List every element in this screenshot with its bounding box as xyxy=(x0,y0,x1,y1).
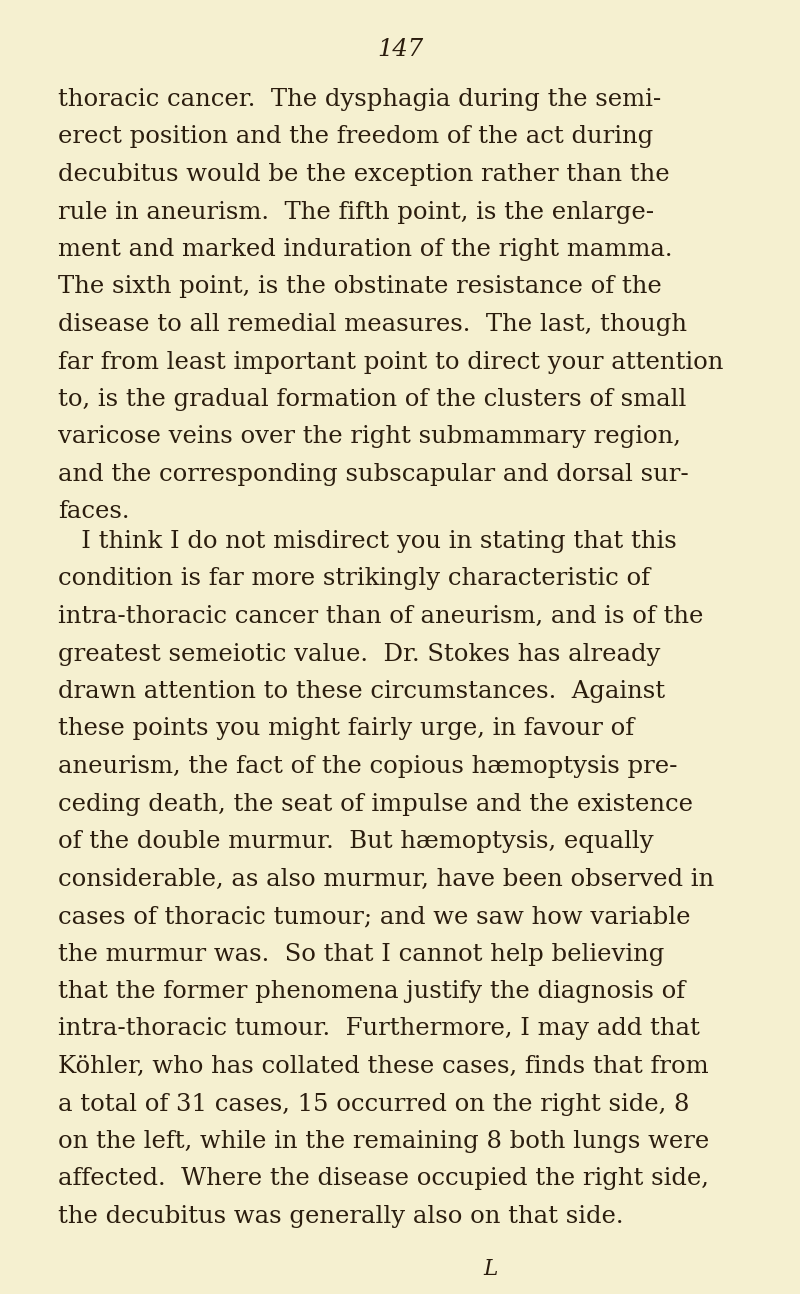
Text: of the double murmur.  But hæmoptysis, equally: of the double murmur. But hæmoptysis, eq… xyxy=(58,829,654,853)
Text: affected.  Where the disease occupied the right side,: affected. Where the disease occupied the… xyxy=(58,1167,709,1190)
Text: intra-thoracic tumour.  Furthermore, I may add that: intra-thoracic tumour. Furthermore, I ma… xyxy=(58,1017,700,1040)
Text: condition is far more strikingly characteristic of: condition is far more strikingly charact… xyxy=(58,568,650,590)
Text: these points you might fairly urge, in favour of: these points you might fairly urge, in f… xyxy=(58,717,634,740)
Text: cases of thoracic tumour; and we saw how variable: cases of thoracic tumour; and we saw how… xyxy=(58,905,690,928)
Text: 147: 147 xyxy=(377,38,423,61)
Text: faces.: faces. xyxy=(58,501,130,524)
Text: that the former phenomena justify the diagnosis of: that the former phenomena justify the di… xyxy=(58,980,685,1003)
Text: varicose veins over the right submammary region,: varicose veins over the right submammary… xyxy=(58,426,681,449)
Text: rule in aneurism.  The fifth point, is the enlarge-: rule in aneurism. The fifth point, is th… xyxy=(58,201,654,224)
Text: drawn attention to these circumstances.  Against: drawn attention to these circumstances. … xyxy=(58,681,665,703)
Text: the decubitus was generally also on that side.: the decubitus was generally also on that… xyxy=(58,1205,623,1228)
Text: disease to all remedial measures.  The last, though: disease to all remedial measures. The la… xyxy=(58,313,687,336)
Text: a total of 31 cases, 15 occurred on the right side, 8: a total of 31 cases, 15 occurred on the … xyxy=(58,1092,690,1115)
Text: greatest semeiotic value.  Dr. Stokes has already: greatest semeiotic value. Dr. Stokes has… xyxy=(58,643,660,665)
Text: decubitus would be the exception rather than the: decubitus would be the exception rather … xyxy=(58,163,670,186)
Text: the murmur was.  So that I cannot help believing: the murmur was. So that I cannot help be… xyxy=(58,942,664,965)
Text: and the corresponding subscapular and dorsal sur-: and the corresponding subscapular and do… xyxy=(58,463,689,487)
Text: far from least important point to direct your attention: far from least important point to direct… xyxy=(58,351,723,374)
Text: Köhler, who has collated these cases, finds that from: Köhler, who has collated these cases, fi… xyxy=(58,1055,709,1078)
Text: thoracic cancer.  The dysphagia during the semi-: thoracic cancer. The dysphagia during th… xyxy=(58,88,662,111)
Text: aneurism, the fact of the copious hæmoptysis pre-: aneurism, the fact of the copious hæmopt… xyxy=(58,754,678,778)
Text: ment and marked induration of the right mamma.: ment and marked induration of the right … xyxy=(58,238,673,261)
Text: ceding death, the seat of impulse and the existence: ceding death, the seat of impulse and th… xyxy=(58,792,693,815)
Text: on the left, while in the remaining 8 both lungs were: on the left, while in the remaining 8 bo… xyxy=(58,1130,710,1153)
Text: to, is the gradual formation of the clusters of small: to, is the gradual formation of the clus… xyxy=(58,388,686,411)
Text: erect position and the freedom of the act during: erect position and the freedom of the ac… xyxy=(58,126,654,149)
Text: L: L xyxy=(483,1258,497,1280)
Text: considerable, as also murmur, have been observed in: considerable, as also murmur, have been … xyxy=(58,867,714,890)
Text: The sixth point, is the obstinate resistance of the: The sixth point, is the obstinate resist… xyxy=(58,276,662,299)
Text: intra-thoracic cancer than of aneurism, and is of the: intra-thoracic cancer than of aneurism, … xyxy=(58,606,703,628)
Text: I think I do not misdirect you in stating that this: I think I do not misdirect you in statin… xyxy=(58,531,677,553)
